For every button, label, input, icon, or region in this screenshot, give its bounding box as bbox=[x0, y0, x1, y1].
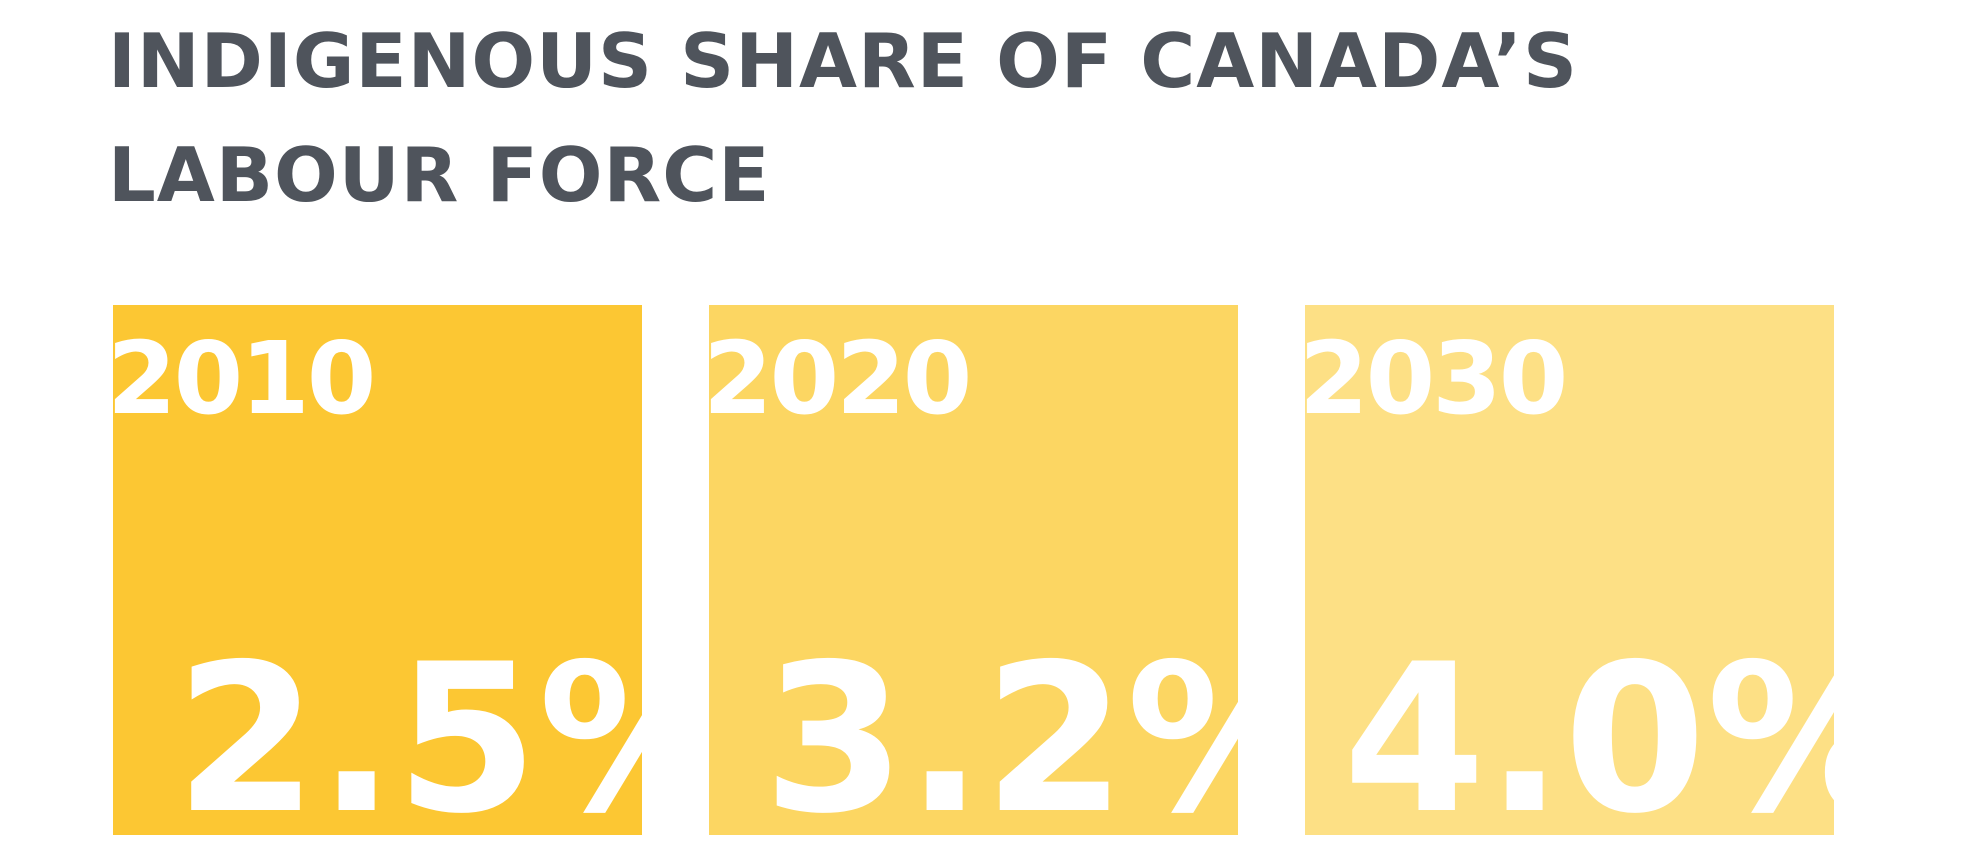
value-tile-2020 bbox=[709, 305, 1238, 835]
chart-area: 2010 2.5% 2020 3.2% 2030 4.0% bbox=[107, 305, 1834, 835]
tile-value-label: 2.5% bbox=[175, 621, 744, 859]
tile-year-label: 2030 bbox=[1299, 320, 1568, 437]
tile-value-label: 3.2% bbox=[763, 621, 1332, 859]
value-tile-2030 bbox=[1305, 305, 1834, 835]
chart-title: INDIGENOUS SHARE OF CANADA’S LABOUR FORC… bbox=[108, 17, 1579, 219]
tile-year-label: 2010 bbox=[107, 320, 376, 437]
tile-year-label: 2020 bbox=[703, 320, 972, 437]
value-tile-2010 bbox=[113, 305, 642, 835]
tile-value-label: 4.0% bbox=[1343, 621, 1912, 859]
